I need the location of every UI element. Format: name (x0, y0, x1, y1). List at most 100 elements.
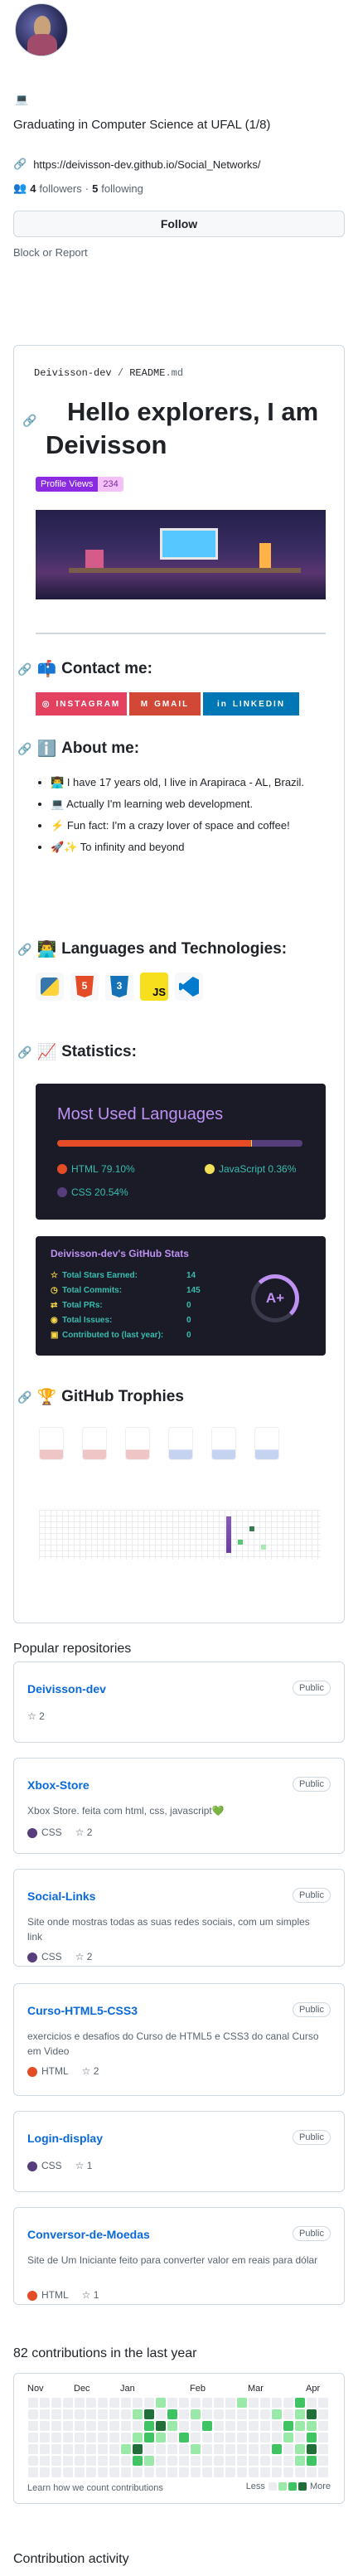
contribution-cell[interactable] (318, 2467, 328, 2477)
contribution-cell[interactable] (28, 2467, 38, 2477)
contribution-cell[interactable] (272, 2409, 282, 2419)
contribution-cell[interactable] (307, 2467, 317, 2477)
contribution-cell[interactable] (75, 2456, 85, 2466)
repo-stars[interactable]: ☆ 1 (81, 2289, 99, 2301)
contribution-cell[interactable] (249, 2433, 259, 2443)
contribution-cell[interactable] (133, 2433, 143, 2443)
contribution-cell[interactable] (249, 2444, 259, 2454)
following-label[interactable]: following (101, 182, 143, 195)
contribution-cell[interactable] (283, 2433, 293, 2443)
contribution-cell[interactable] (202, 2433, 212, 2443)
contribution-cell[interactable] (307, 2398, 317, 2408)
contribution-cell[interactable] (272, 2467, 282, 2477)
contribution-cell[interactable] (144, 2409, 154, 2419)
contribution-cell[interactable] (51, 2409, 61, 2419)
contribution-cell[interactable] (98, 2456, 108, 2466)
contribution-cell[interactable] (202, 2398, 212, 2408)
repo-stars[interactable]: ☆ 1 (75, 2160, 93, 2171)
contribution-cell[interactable] (75, 2444, 85, 2454)
gmail-badge[interactable]: M GMAIL (129, 692, 201, 716)
contribution-cell[interactable] (225, 2409, 235, 2419)
contribution-cell[interactable] (133, 2456, 143, 2466)
contribution-cell[interactable] (167, 2444, 177, 2454)
contribution-cell[interactable] (272, 2456, 282, 2466)
repo-stars[interactable]: ☆ 2 (81, 2065, 99, 2077)
contribution-cell[interactable] (179, 2409, 189, 2419)
contribution-cell[interactable] (272, 2433, 282, 2443)
contribution-cell[interactable] (86, 2398, 96, 2408)
contribution-cell[interactable] (144, 2444, 154, 2454)
contribution-cell[interactable] (272, 2398, 282, 2408)
contribution-cell[interactable] (51, 2444, 61, 2454)
contribution-cell[interactable] (40, 2433, 50, 2443)
contribution-cell[interactable] (98, 2409, 108, 2419)
contribution-cell[interactable] (202, 2409, 212, 2419)
contribution-cell[interactable] (214, 2444, 224, 2454)
contribution-cell[interactable] (260, 2409, 270, 2419)
contribution-cell[interactable] (318, 2433, 328, 2443)
contribution-cell[interactable] (156, 2444, 166, 2454)
contribution-cell[interactable] (28, 2433, 38, 2443)
contribution-cell[interactable] (133, 2398, 143, 2408)
contribution-cell[interactable] (121, 2444, 131, 2454)
contribution-cell[interactable] (295, 2421, 305, 2431)
anchor-link-icon[interactable]: 🔗 (17, 1045, 32, 1059)
contribution-cell[interactable] (40, 2456, 50, 2466)
contribution-cell[interactable] (167, 2433, 177, 2443)
anchor-link-icon[interactable]: 🔗 (17, 942, 32, 956)
contribution-cell[interactable] (40, 2467, 50, 2477)
contribution-cell[interactable] (283, 2398, 293, 2408)
contribution-cell[interactable] (109, 2467, 119, 2477)
contribution-cell[interactable] (63, 2433, 73, 2443)
contribution-cell[interactable] (272, 2444, 282, 2454)
contribution-cell[interactable] (237, 2467, 247, 2477)
contribution-cell[interactable] (237, 2444, 247, 2454)
contribution-cell[interactable] (318, 2456, 328, 2466)
followers-label[interactable]: followers (39, 182, 82, 195)
contribution-cell[interactable] (307, 2409, 317, 2419)
contribution-cell[interactable] (295, 2433, 305, 2443)
repo-name-link[interactable]: Curso-HTML5-CSS3 (27, 2004, 138, 2017)
contribution-cell[interactable] (156, 2421, 166, 2431)
contribution-cell[interactable] (179, 2433, 189, 2443)
contribution-cell[interactable] (51, 2467, 61, 2477)
contribution-cell[interactable] (133, 2444, 143, 2454)
contribution-cell[interactable] (191, 2456, 201, 2466)
repo-name-link[interactable]: Deivisson-dev (27, 1682, 106, 1696)
contribution-cell[interactable] (179, 2398, 189, 2408)
contribution-cell[interactable] (63, 2398, 73, 2408)
contribution-cell[interactable] (40, 2444, 50, 2454)
contribution-cell[interactable] (307, 2433, 317, 2443)
contribution-cell[interactable] (109, 2409, 119, 2419)
contribution-cell[interactable] (225, 2456, 235, 2466)
contribution-cell[interactable] (40, 2409, 50, 2419)
contribution-cell[interactable] (214, 2421, 224, 2431)
contribution-cell[interactable] (179, 2467, 189, 2477)
anchor-link-icon[interactable]: 🔗 (22, 414, 37, 427)
contribution-cell[interactable] (225, 2421, 235, 2431)
contribution-cell[interactable] (63, 2421, 73, 2431)
contribution-cell[interactable] (40, 2398, 50, 2408)
contribution-cell[interactable] (156, 2456, 166, 2466)
repo-stars[interactable]: ☆ 2 (75, 1951, 93, 1962)
instagram-badge[interactable]: ◎ INSTAGRAM (36, 692, 127, 716)
followers-count[interactable]: 4 (30, 182, 36, 195)
contribution-cell[interactable] (51, 2421, 61, 2431)
learn-contributions-link[interactable]: Learn how we count contributions (27, 2483, 163, 2493)
contribution-cell[interactable] (28, 2456, 38, 2466)
status-emoji[interactable]: 💻 (15, 93, 29, 105)
contribution-cell[interactable] (121, 2409, 131, 2419)
contribution-cell[interactable] (237, 2456, 247, 2466)
contribution-cell[interactable] (63, 2456, 73, 2466)
contribution-cell[interactable] (260, 2398, 270, 2408)
contribution-cell[interactable] (283, 2444, 293, 2454)
contribution-cell[interactable] (28, 2421, 38, 2431)
contribution-cell[interactable] (98, 2444, 108, 2454)
contribution-cell[interactable] (307, 2444, 317, 2454)
contribution-cell[interactable] (318, 2421, 328, 2431)
anchor-link-icon[interactable]: 🔗 (17, 741, 32, 755)
contribution-cell[interactable] (260, 2444, 270, 2454)
contribution-cell[interactable] (249, 2456, 259, 2466)
contribution-cell[interactable] (225, 2433, 235, 2443)
contribution-cell[interactable] (156, 2409, 166, 2419)
